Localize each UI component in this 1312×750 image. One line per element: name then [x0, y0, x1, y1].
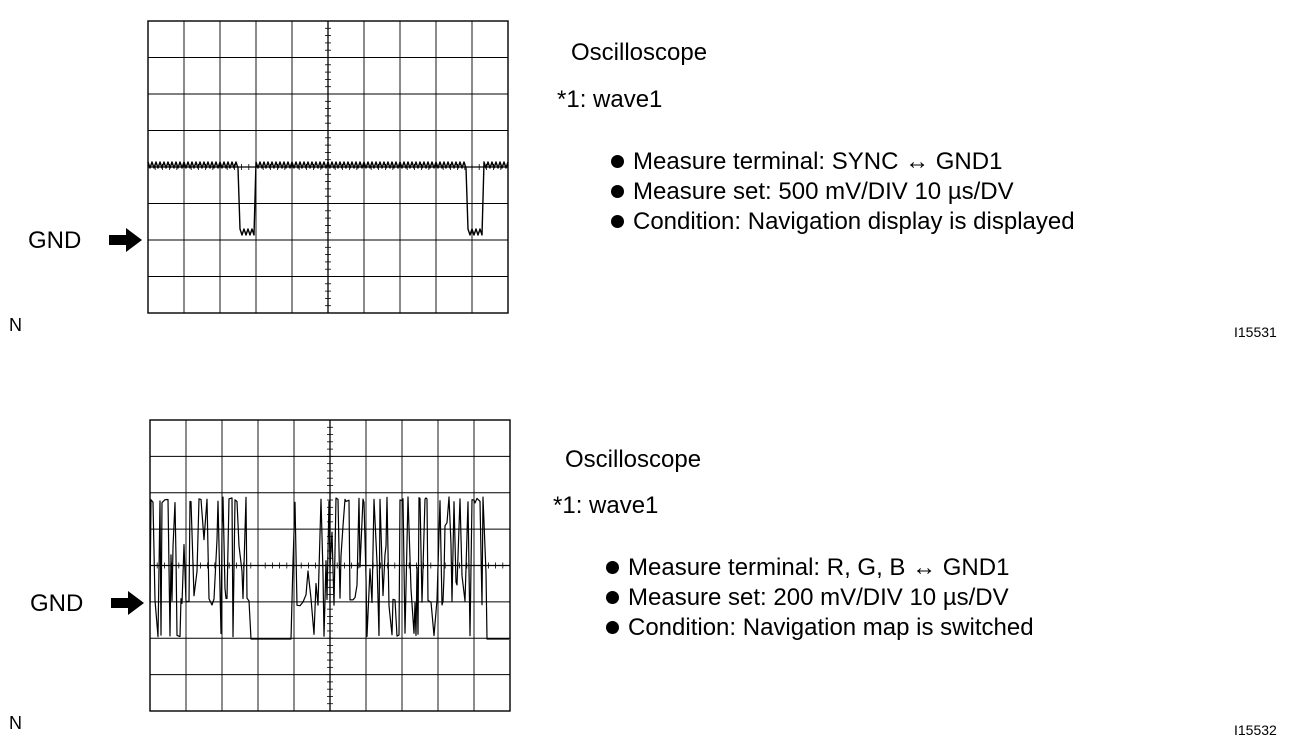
panel-subtitle: *1: wave1	[553, 492, 659, 519]
bullet-icon	[606, 561, 619, 574]
figure-id: I15532	[1234, 722, 1277, 738]
oscilloscope-screen	[147, 20, 509, 314]
gnd-label: GND	[28, 227, 82, 254]
spec-measure-set: Measure set: 200 mV/DIV 10 µs/DV	[606, 583, 1034, 613]
measurement-spec-list: Measure terminal: SYNC ↔ GND1 Measure se…	[611, 147, 1075, 237]
spec-measure-terminal: Measure terminal: SYNC ↔ GND1	[611, 147, 1075, 177]
spec-condition: Condition: Navigation display is display…	[611, 207, 1075, 237]
bullet-icon	[606, 621, 619, 634]
oscilloscope-screen	[149, 419, 511, 712]
spec-measure-set: Measure set: 500 mV/DIV 10 µs/DV	[611, 177, 1075, 207]
panel-title: Oscilloscope	[571, 39, 708, 66]
waveform-panel-rgb: GND Oscilloscope *1: wave1 Measure termi…	[0, 375, 1312, 750]
right-arrow-icon	[111, 591, 144, 615]
corner-mark: N	[9, 713, 22, 733]
measurement-spec-list: Measure terminal: R, G, B ↔ GND1 Measure…	[606, 553, 1034, 643]
sync-waveform-trace	[147, 161, 509, 236]
spec-condition: Condition: Navigation map is switched	[606, 613, 1034, 643]
figure-id: I15531	[1234, 324, 1277, 340]
bullet-icon	[611, 155, 624, 168]
gnd-label: GND	[30, 590, 84, 617]
spec-measure-terminal: Measure terminal: R, G, B ↔ GND1	[606, 553, 1034, 583]
bullet-icon	[611, 215, 624, 228]
right-arrow-icon	[109, 228, 142, 252]
panel-title: Oscilloscope	[565, 446, 702, 473]
waveform-panel-sync: GND Oscilloscope *1: wave1 Measure termi…	[9, 20, 1277, 340]
bullet-icon	[606, 591, 619, 604]
center-axis-ticks	[147, 20, 509, 314]
corner-mark: N	[9, 315, 22, 335]
rgb-waveform-trace	[149, 496, 509, 640]
panel-subtitle: *1: wave1	[557, 86, 663, 113]
bullet-icon	[611, 185, 624, 198]
